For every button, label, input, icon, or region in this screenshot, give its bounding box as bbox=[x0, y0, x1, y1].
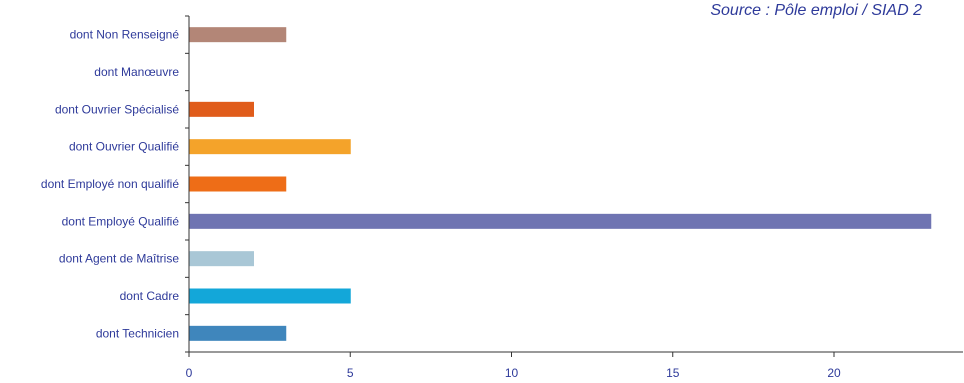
bar bbox=[189, 288, 351, 304]
category-label: dont Cadre bbox=[120, 289, 180, 303]
source-note: Source : Pôle emploi / SIAD 2 bbox=[710, 2, 922, 19]
category-label: dont Ouvrier Spécialisé bbox=[55, 102, 179, 116]
category-label: dont Agent de Maîtrise bbox=[59, 252, 179, 266]
category-label: dont Technicien bbox=[96, 326, 179, 340]
category-label: dont Ouvrier Qualifié bbox=[69, 140, 179, 154]
bar bbox=[189, 101, 254, 117]
x-tick-label: 15 bbox=[666, 366, 680, 380]
category-label: dont Manœuvre bbox=[94, 65, 179, 79]
x-tick-label: 5 bbox=[347, 366, 354, 380]
bar bbox=[189, 27, 287, 43]
x-tick-label: 0 bbox=[186, 366, 193, 380]
bar bbox=[189, 176, 287, 192]
x-tick-label: 20 bbox=[827, 366, 841, 380]
category-label: dont Non Renseigné bbox=[70, 28, 180, 42]
bar bbox=[189, 213, 932, 229]
bar bbox=[189, 139, 351, 155]
category-label: dont Employé non qualifié bbox=[41, 177, 179, 191]
bar bbox=[189, 251, 254, 267]
category-label: dont Employé Qualifié bbox=[62, 214, 180, 228]
x-tick-label: 10 bbox=[505, 366, 519, 380]
bar bbox=[189, 325, 287, 341]
